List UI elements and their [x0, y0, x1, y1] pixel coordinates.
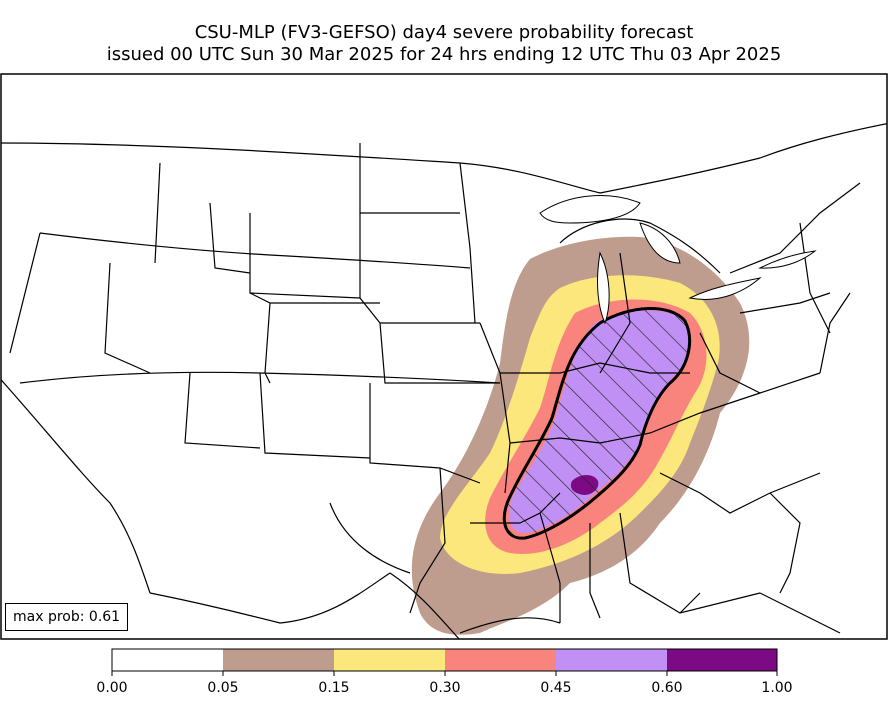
colorbar-tick-5: 0.60	[651, 680, 683, 696]
max-prob-label: max prob: 0.61	[13, 609, 121, 625]
colorbar-tick-2: 0.15	[318, 680, 350, 696]
sig-severe-contour	[502, 307, 692, 540]
max-prob-box: max prob: 0.61	[5, 603, 129, 631]
colorbar-bin-4	[556, 649, 667, 671]
great-lakes	[539, 195, 817, 325]
colorbar-tick-0: 0.00	[96, 680, 128, 696]
map-frame	[0, 73, 888, 640]
colorbar-bin-0	[112, 649, 223, 671]
boundary-lines	[1, 122, 887, 639]
colorbar-bin-3	[445, 649, 556, 671]
colorbar-tick-6: 1.00	[761, 680, 793, 696]
colorbar-bin-1	[223, 649, 334, 671]
colorbar-tick-4: 0.45	[540, 680, 572, 696]
colorbar	[111, 648, 778, 676]
title-line-2: issued 00 UTC Sun 30 Mar 2025 for 24 hrs…	[106, 44, 782, 65]
colorbar-tick-3: 0.30	[429, 680, 461, 696]
colorbar-tick-1: 0.05	[207, 680, 239, 696]
forecast-map	[0, 73, 888, 640]
title-line-1: CSU-MLP (FV3-GEFSO) day4 severe probabil…	[194, 22, 694, 43]
colorbar-bin-2	[334, 649, 445, 671]
colorbar-bin-5	[667, 649, 777, 671]
